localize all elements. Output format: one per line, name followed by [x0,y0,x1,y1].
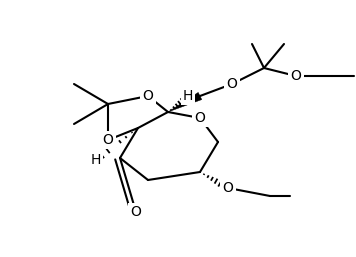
Text: O: O [290,69,302,83]
Text: H: H [183,89,193,103]
Text: O: O [142,89,153,103]
Text: O: O [103,133,114,147]
Text: O: O [131,205,141,219]
Text: O: O [226,77,237,91]
Polygon shape [168,93,202,112]
Text: O: O [195,111,205,125]
Text: O: O [222,181,234,195]
Text: H: H [91,153,101,167]
